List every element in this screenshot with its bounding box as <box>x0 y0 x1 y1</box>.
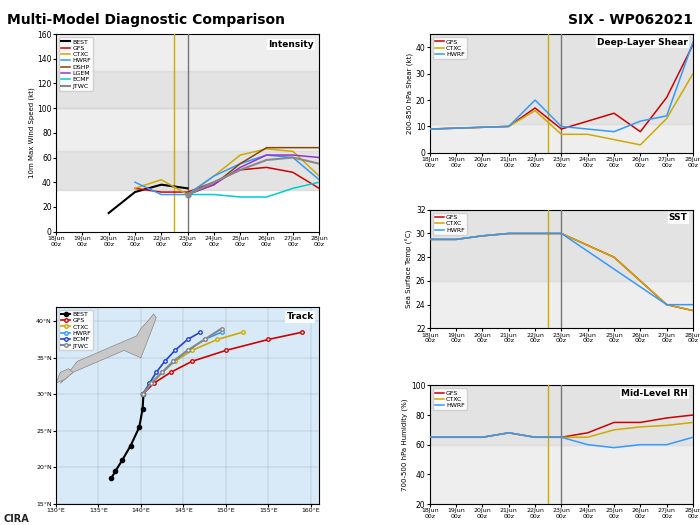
Polygon shape <box>18 318 52 361</box>
Polygon shape <box>60 314 156 383</box>
Text: CIRA: CIRA <box>4 514 29 524</box>
Bar <box>430 34 693 124</box>
Bar <box>430 445 693 504</box>
Y-axis label: Sea Surface Temp (°C): Sea Surface Temp (°C) <box>406 230 413 308</box>
Legend: GFS, CTXC, HWRF: GFS, CTXC, HWRF <box>433 388 467 410</box>
Text: SIX - WP062021: SIX - WP062021 <box>568 13 693 27</box>
Text: Multi-Model Diagnostic Comparison: Multi-Model Diagnostic Comparison <box>7 13 285 27</box>
Polygon shape <box>56 369 73 383</box>
Text: Intensity: Intensity <box>268 40 314 49</box>
Bar <box>430 209 693 281</box>
Legend: GFS, CTXC, HWRF: GFS, CTXC, HWRF <box>433 37 467 59</box>
Bar <box>430 385 693 445</box>
Y-axis label: 700-500 hPa Humidity (%): 700-500 hPa Humidity (%) <box>402 398 408 491</box>
Bar <box>56 151 319 190</box>
Bar <box>430 124 693 153</box>
Bar <box>430 281 693 329</box>
Legend: BEST, GFS, CTXC, HWRF, ECMF, JTWC: BEST, GFS, CTXC, HWRF, ECMF, JTWC <box>59 310 93 350</box>
Bar <box>56 71 319 108</box>
Legend: GFS, CTXC, HWRF: GFS, CTXC, HWRF <box>433 213 467 235</box>
Text: Mid-Level RH: Mid-Level RH <box>621 389 687 398</box>
Y-axis label: 200-850 hPa Shear (kt): 200-850 hPa Shear (kt) <box>407 53 413 134</box>
Text: SST: SST <box>669 213 687 222</box>
Bar <box>56 108 319 151</box>
Text: Track: Track <box>287 312 314 321</box>
Text: Deep-Layer Shear: Deep-Layer Shear <box>597 38 687 47</box>
Legend: BEST, GFS, CTXC, HWRF, DSHP, LGEM, ECMF, JTWC: BEST, GFS, CTXC, HWRF, DSHP, LGEM, ECMF,… <box>59 37 93 90</box>
Y-axis label: 10m Max Wind Speed (kt): 10m Max Wind Speed (kt) <box>28 88 34 178</box>
Bar <box>56 34 319 71</box>
